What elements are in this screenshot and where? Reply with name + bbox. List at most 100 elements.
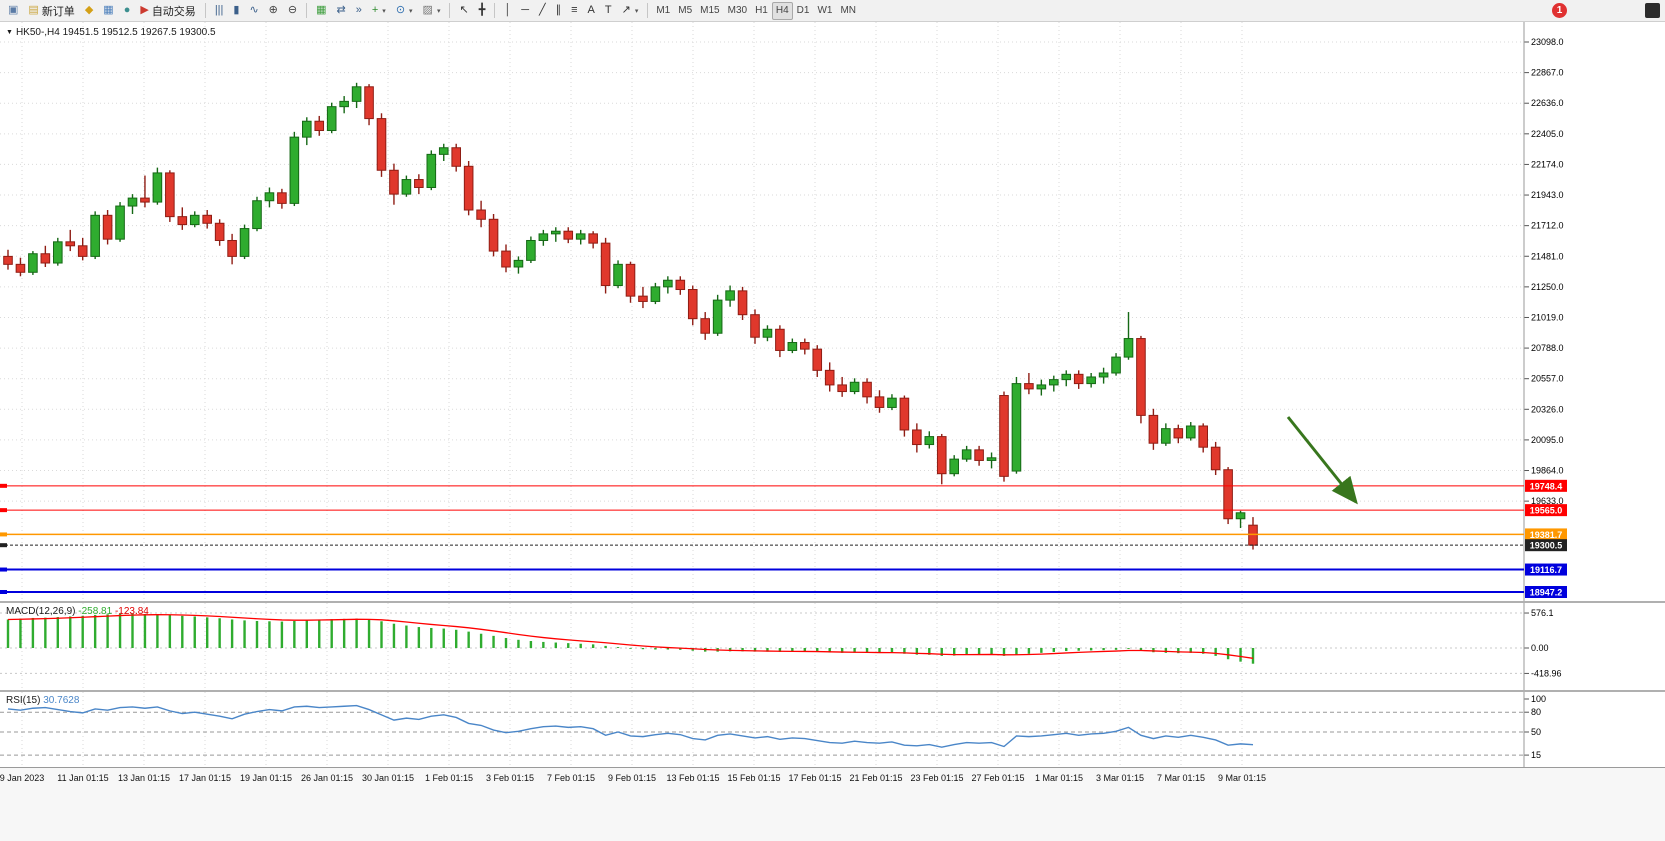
profiles-icon: ▦ [103,4,114,16]
symbol-label: HK50-,H4 [15,27,60,38]
svg-text:80: 80 [1531,707,1541,717]
timeframe-h1[interactable]: H1 [751,2,772,20]
globe-icon[interactable]: ● [119,2,136,20]
indicators-button[interactable]: + ▾ [367,2,391,20]
macd-signal-line [7,614,1254,659]
timeframe-h4[interactable]: H4 [771,1,793,20]
new-order-icon: ▤ [28,4,39,16]
macd-panel[interactable]: 576.1 0.00 -418.96 [0,603,1665,690]
toolbar-separator [449,3,451,18]
tile-windows-icon[interactable]: ▦ [311,2,331,20]
periods-icon: ⊙ [395,4,406,16]
indicators-icon: + [371,4,379,16]
notification-badge[interactable]: 1 [1552,3,1567,18]
line-chart-icon[interactable]: ∿ [244,2,263,20]
new-order-button-label: 新订单 [41,5,75,18]
svg-text:-418.96: -418.96 [1531,668,1562,678]
line-anchor[interactable] [0,543,7,548]
profiles-icon[interactable]: ▦ [98,2,118,20]
panel-separator[interactable] [0,601,1665,603]
time-label: 27 Feb 01:15 [971,773,1025,783]
periods-button[interactable]: ⊙ ▾ [391,2,418,20]
bar-chart-icon[interactable]: ||| [210,2,229,20]
timeframe-h4-label: H4 [775,5,789,16]
rsi-panel[interactable]: 100 80 50 15 [0,692,1665,767]
timeframe-m5-label: M5 [678,5,693,16]
svg-text:23098.0: 23098.0 [1531,37,1564,47]
new-order-button[interactable]: ▤ 新订单 [23,2,79,20]
time-scale[interactable]: 9 Jan 2023 11 Jan 01:15 13 Jan 01:15 17 Jan… [0,767,1665,841]
timeframe-m1[interactable]: M1 [652,2,674,20]
cursor-icon[interactable]: ↖ [454,2,473,20]
timeframe-m15[interactable]: M15 [696,2,723,20]
price-scale[interactable]: 23098.0 22867.0 22636.0 22405.0 22174.0 21943… [1524,37,1564,506]
rsi-header: RSI(15) 30.7628 [6,695,79,706]
main-chart-panel[interactable]: 23098.0 22867.0 22636.0 22405.0 22174.0 21943… [0,22,1665,601]
rsi-line [7,704,1254,748]
arrows-button[interactable]: ↗ ▾ [617,2,644,20]
macd-title: MACD(12,26,9) [6,606,76,617]
ohlc-values: 19451.5 19512.5 19267.5 19300.5 [62,27,216,38]
chevron-down-icon: ▾ [634,7,639,15]
price-badge [1525,585,1567,598]
chart-ohlc-header: ▼ HK50-,H4 19451.5 19512.5 19267.5 19300.… [6,27,216,38]
line-anchor[interactable] [0,508,7,513]
line-anchor[interactable] [0,532,7,537]
candlestick-chart-icon[interactable]: ▮ [228,2,244,20]
crosshair-icon[interactable]: ╋ [474,2,491,20]
chevron-down-icon: ▾ [382,7,386,15]
time-label: 9 Jan 2023 [0,773,45,783]
chart-window-icon: ▣ [8,4,19,16]
wizard-icon[interactable]: ◆ [80,2,98,20]
horizontal-line-icon[interactable]: ─ [516,2,534,20]
time-label: 17 Feb 01:15 [788,773,842,783]
channel-icon[interactable]: ∥ [551,2,567,20]
line-anchor[interactable] [0,589,7,594]
svg-text:20326.0: 20326.0 [1531,404,1564,414]
vertical-line-icon[interactable]: │ [499,2,516,20]
auto-scroll-icon[interactable]: » [351,2,367,20]
macd-histogram [6,613,1255,664]
tile-windows-icon: ▦ [316,4,327,16]
templates-button[interactable]: ▨ ▾ [418,2,446,20]
text-icon[interactable]: A [583,2,600,20]
chart-shift-icon[interactable]: ⇄ [332,2,351,20]
timeframe-m5[interactable]: M5 [674,2,696,20]
label-icon[interactable]: T [600,2,617,20]
timeframe-m30[interactable]: M30 [724,2,751,20]
panel-separator[interactable] [0,690,1665,692]
svg-text:22636.0: 22636.0 [1531,98,1564,108]
toolbar-separator [204,3,206,18]
price-badge-label: 19565.0 [1530,506,1563,516]
candles [3,82,1258,550]
trend-arrow-annotation[interactable] [1286,416,1358,505]
timeframe-mn[interactable]: MN [836,2,860,20]
zoom-out-icon[interactable]: ⊖ [283,2,302,20]
svg-text:21943.0: 21943.0 [1531,190,1564,200]
auto-trading-button-label: 自动交易 [151,5,196,18]
arrows-icon: ↗ [621,4,631,16]
timeframe-w1[interactable]: W1 [813,2,836,20]
zoom-in-icon[interactable]: ⊕ [264,2,283,20]
fibonacci-icon[interactable]: ≡ [566,2,582,20]
trendline-icon[interactable]: ╱ [534,2,551,20]
timeframe-d1[interactable]: D1 [793,2,814,20]
timeframe-m15-label: M15 [700,5,720,16]
time-label: 1 Feb 01:15 [424,773,474,783]
chart-shift-icon: ⇄ [336,4,346,16]
fibonacci-icon: ≡ [571,4,578,16]
chart-window-icon: ▣ [3,2,23,20]
line-anchor[interactable] [0,567,7,572]
svg-text:21481.0: 21481.0 [1531,251,1564,261]
bar-chart-icon: ||| [214,4,224,16]
trendline-icon: ╱ [538,4,546,16]
time-label: 13 Jan 01:15 [117,773,171,783]
svg-text:20788.0: 20788.0 [1531,343,1564,353]
collapse-arrow-icon[interactable]: ▼ [6,29,13,36]
window-corner-icon[interactable] [1645,3,1660,18]
macd-header: MACD(12,26,9) -258.81 -123.84 [6,606,149,617]
svg-text:20095.0: 20095.0 [1531,435,1564,445]
time-label: 13 Feb 01:15 [666,773,720,783]
line-anchor[interactable] [0,483,7,488]
auto-trading-button[interactable]: ▶ 自动交易 [135,2,200,20]
